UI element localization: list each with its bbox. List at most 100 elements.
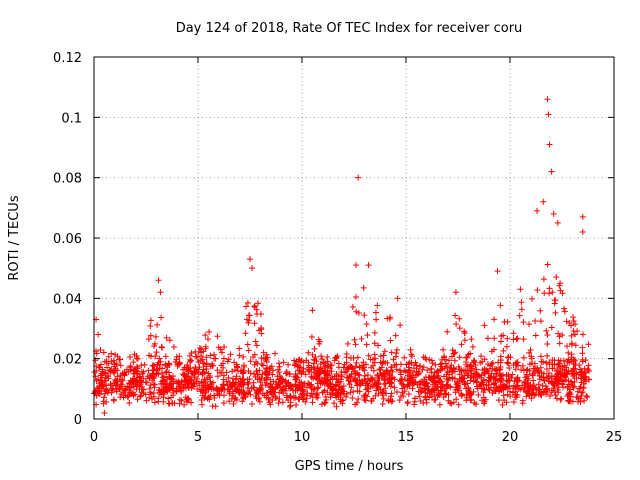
data-point — [199, 401, 206, 408]
data-point — [468, 396, 475, 403]
data-point — [579, 213, 586, 220]
data-point — [145, 336, 152, 343]
data-point — [231, 395, 238, 402]
data-point — [560, 384, 567, 391]
data-point — [160, 377, 167, 384]
data-point — [241, 390, 248, 397]
data-point — [577, 395, 584, 402]
data-point — [516, 385, 523, 392]
data-point — [159, 344, 166, 351]
data-point — [233, 364, 240, 371]
data-point — [241, 393, 248, 400]
data-point — [558, 374, 565, 381]
data-point — [455, 401, 462, 408]
data-point — [371, 329, 378, 336]
data-point — [552, 392, 559, 398]
data-point — [328, 362, 335, 369]
data-point — [388, 375, 395, 382]
data-point — [242, 330, 249, 337]
data-point — [535, 381, 542, 388]
data-point — [138, 362, 145, 369]
data-point — [404, 372, 411, 379]
data-point — [163, 334, 170, 341]
data-point — [239, 398, 246, 405]
data-point — [113, 379, 120, 386]
data-point — [195, 359, 202, 366]
data-point — [207, 378, 214, 385]
data-point — [565, 349, 572, 356]
x-tick-label: 10 — [294, 430, 311, 445]
data-point — [217, 346, 224, 353]
data-point — [270, 388, 277, 395]
data-point — [99, 382, 106, 389]
data-point — [360, 392, 367, 399]
data-point — [518, 366, 525, 373]
data-point — [484, 335, 491, 342]
data-point — [563, 369, 570, 376]
data-point — [449, 374, 456, 381]
data-point — [408, 351, 415, 358]
data-point — [145, 367, 152, 374]
data-point — [504, 359, 511, 366]
data-point — [327, 379, 334, 386]
data-point — [570, 314, 577, 321]
data-point — [239, 381, 246, 388]
data-point — [127, 389, 134, 396]
data-point — [380, 358, 387, 365]
data-point — [579, 331, 586, 338]
data-point — [464, 394, 471, 401]
data-point — [388, 390, 395, 397]
data-point — [378, 364, 385, 371]
data-point — [329, 386, 336, 393]
data-point — [248, 401, 255, 408]
data-point — [299, 368, 306, 375]
data-point — [519, 362, 526, 369]
data-point — [509, 371, 516, 378]
data-point — [398, 380, 405, 387]
data-point — [467, 377, 474, 384]
data-point — [370, 367, 377, 374]
data-point — [308, 383, 315, 390]
data-point — [577, 383, 584, 390]
data-point — [345, 365, 352, 372]
data-point — [475, 371, 482, 378]
data-point — [428, 386, 435, 393]
data-point — [416, 393, 423, 400]
data-point — [556, 333, 563, 340]
data-point — [309, 307, 316, 314]
data-point — [299, 390, 306, 397]
data-point — [491, 335, 498, 342]
data-point — [287, 402, 294, 409]
data-point — [453, 396, 460, 403]
data-point — [287, 382, 294, 389]
data-point — [526, 349, 533, 356]
data-point — [269, 386, 276, 393]
data-point — [200, 386, 207, 393]
data-point — [579, 389, 586, 396]
data-point — [207, 352, 214, 359]
data-point — [342, 369, 349, 376]
data-point — [532, 317, 539, 324]
data-point — [244, 376, 251, 383]
data-point — [377, 353, 384, 360]
data-point — [443, 382, 450, 389]
data-point — [499, 401, 506, 408]
data-point — [352, 401, 359, 408]
data-point — [580, 373, 587, 380]
data-point — [469, 343, 476, 350]
data-point — [158, 314, 165, 321]
data-point — [368, 364, 375, 371]
data-point — [480, 386, 487, 393]
data-point — [511, 377, 518, 384]
data-point — [450, 399, 457, 406]
data-point — [373, 385, 380, 392]
data-point — [140, 386, 147, 393]
data-point — [524, 366, 531, 373]
data-point — [209, 403, 216, 410]
data-point — [546, 370, 553, 377]
data-point — [209, 362, 216, 369]
y-tick-label: 0.1 — [61, 111, 82, 126]
data-point — [510, 330, 517, 337]
data-point — [477, 381, 484, 388]
data-point — [276, 363, 283, 370]
